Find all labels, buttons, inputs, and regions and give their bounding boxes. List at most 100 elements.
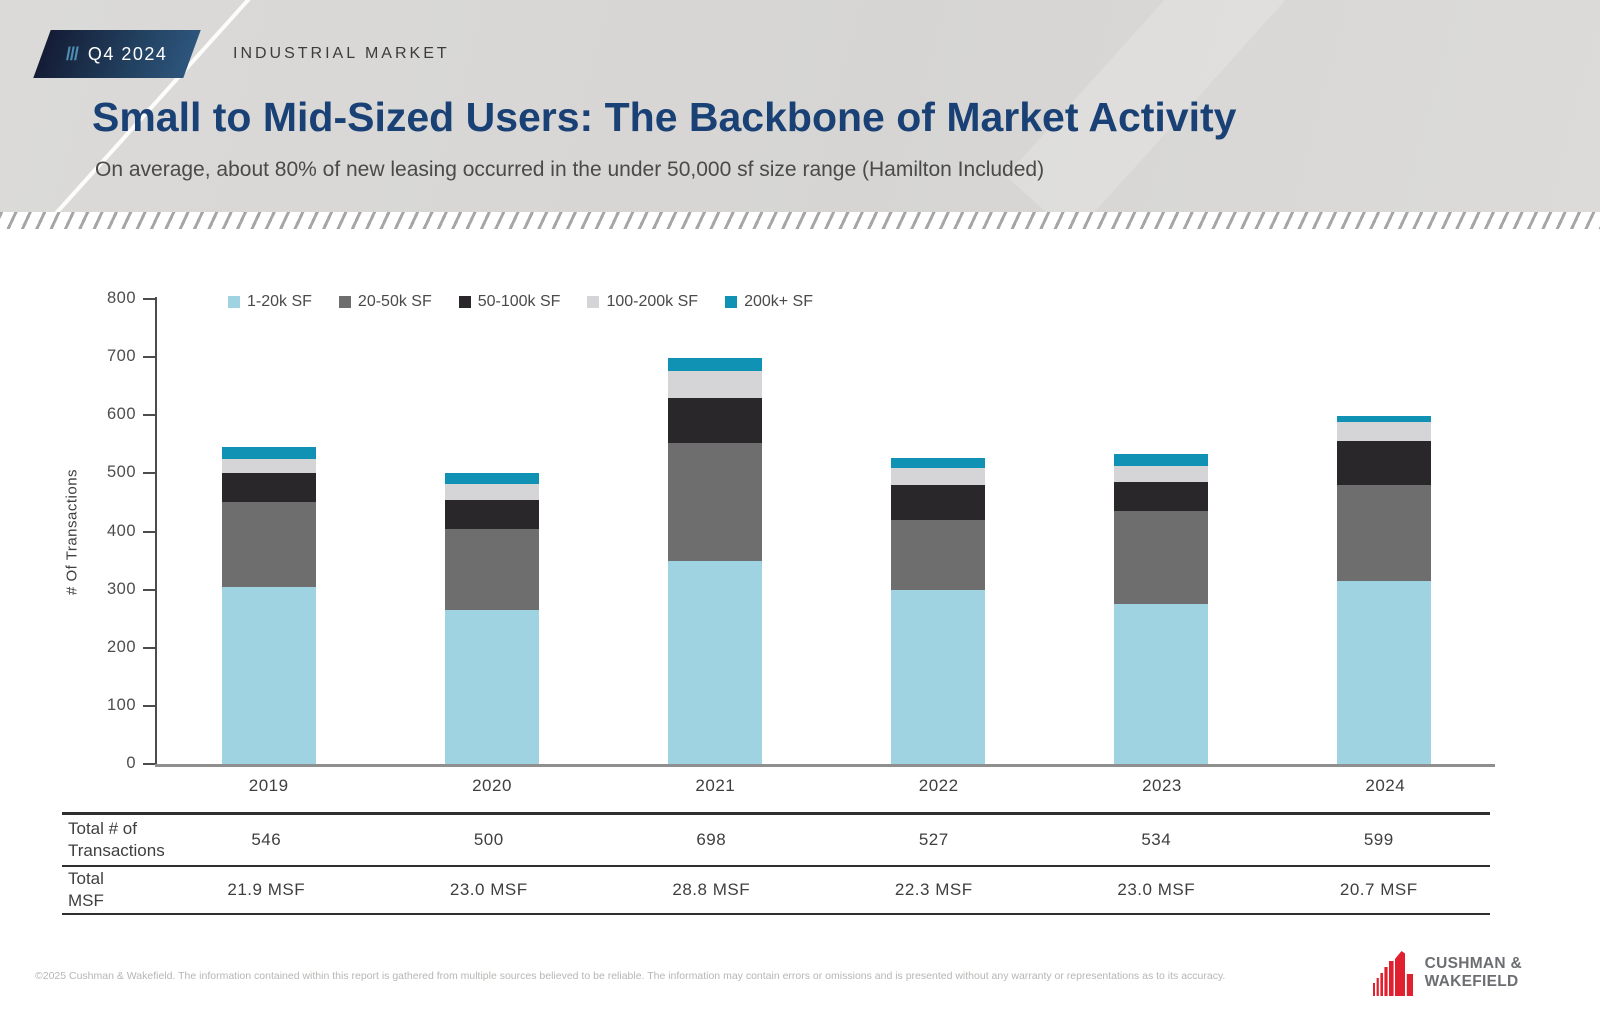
- bar-slot-2021: [603, 299, 826, 764]
- company-logo: CUSHMAN & WAKEFIELD: [1372, 950, 1522, 996]
- y-axis-tick-label: 800: [106, 289, 136, 308]
- table-cell-value: 546: [251, 830, 282, 849]
- page-subtitle: On average, about 80% of new leasing occ…: [95, 158, 1045, 181]
- legend-swatch-icon: [587, 296, 600, 308]
- legend-item-1: 1-20k SF: [228, 293, 312, 311]
- logo-line2: WAKEFIELD: [1424, 973, 1519, 990]
- bar-slot-2020: [380, 299, 603, 764]
- bar-segment: [890, 484, 985, 520]
- legend-item-5: 200k+ SF: [725, 293, 813, 311]
- bar-slot-2023: [1049, 299, 1272, 764]
- y-axis-tick: [143, 472, 155, 475]
- bar-segment: [444, 528, 539, 610]
- page-title: Small to Mid-Sized Users: The Backbone o…: [92, 94, 1237, 140]
- header-band: /// Q4 2024 INDUSTRIAL MARKET Small to Mi…: [0, 0, 1600, 212]
- bar-segment: [1113, 453, 1208, 467]
- legend-swatch-icon: [458, 296, 471, 308]
- stacked-bar-2024: [1336, 415, 1431, 764]
- legend-label: 20-50k SF: [357, 293, 432, 310]
- table-cell-value: 22.3 MSF: [894, 880, 973, 899]
- y-axis-tick-label: 100: [106, 695, 136, 714]
- table-row-label: Total MSF: [62, 868, 155, 912]
- y-axis-tick: [143, 763, 155, 765]
- bar-segment: [667, 358, 762, 372]
- table-row-label-line: Total # of: [68, 818, 137, 838]
- bar-segment: [1336, 580, 1431, 764]
- bar-segment: [1113, 466, 1208, 483]
- bar-segment: [1113, 511, 1208, 605]
- x-axis-label-2022: 2022: [918, 776, 959, 795]
- stacked-bar-2020: [444, 473, 539, 764]
- legend-label: 50-100k SF: [477, 293, 561, 310]
- table-cell-value: 23.0 MSF: [1117, 880, 1196, 899]
- stacked-bar-2023: [1113, 453, 1208, 764]
- x-axis-label-2020: 2020: [472, 776, 512, 795]
- stacked-bar-2022: [890, 457, 985, 764]
- legend-swatch-icon: [228, 296, 240, 308]
- y-axis-line: [155, 297, 157, 764]
- report-kicker: INDUSTRIAL MARKET: [233, 45, 450, 62]
- y-axis-tick: [143, 704, 155, 707]
- bar-segment: [890, 467, 985, 485]
- table-row: Total MSF 21.9 MSF 23.0 MSF 28.8 MSF 22.3 MSF…: [62, 867, 1490, 915]
- bar-segment: [667, 443, 762, 561]
- bar-segment: [1336, 485, 1431, 581]
- y-axis-tick: [143, 298, 155, 300]
- x-axis-label-2021: 2021: [695, 776, 736, 795]
- quarter-badge: /// Q4 2024: [33, 30, 201, 78]
- table-row-label: Total # of Transactions: [62, 818, 165, 862]
- stacked-bar-2021: [667, 358, 762, 764]
- legend-item-4: 100-200k SF: [587, 293, 698, 311]
- x-axis-line: [155, 764, 1495, 767]
- table-cell-value: 23.0 MSF: [449, 880, 528, 899]
- y-axis-tick: [143, 356, 155, 359]
- y-axis-tick: [143, 588, 155, 591]
- cushman-wakefield-logo-icon: [1372, 951, 1413, 996]
- table-row: Total # of Transactions 546 500 698 527 534 599: [62, 815, 1490, 867]
- copyright-disclaimer: ©2025 Cushman & Wakefield. The informati…: [35, 970, 1226, 982]
- y-axis-tick: [143, 414, 155, 417]
- legend-label: 100-200k SF: [606, 293, 699, 310]
- legend-label: 1-20k SF: [247, 293, 312, 310]
- quarter-label: Q4 2024: [88, 43, 168, 64]
- bars-container: [157, 299, 1495, 764]
- y-axis-tick-label: 600: [106, 405, 136, 424]
- x-axis-label-2019: 2019: [248, 776, 289, 795]
- bar-segment: [667, 560, 762, 764]
- y-axis-tick-label: 700: [106, 347, 136, 366]
- y-axis-tick: [143, 646, 155, 649]
- bar-segment: [1336, 440, 1431, 486]
- x-axis-labels: 2019 2020 2021 2022 2023 2024: [157, 776, 1497, 796]
- chart-legend: 1-20k SF 20-50k SF 50-100k SF 100-200k SF 20…: [228, 293, 813, 311]
- hatch-divider: [0, 212, 1600, 229]
- bar-segment: [1336, 421, 1431, 441]
- table-row-label-line: Transactions: [68, 841, 165, 860]
- bar-segment: [890, 457, 985, 468]
- legend-item-2: 20-50k SF: [338, 293, 432, 311]
- y-axis-tick-label: 200: [106, 637, 136, 656]
- x-axis-label-2024: 2024: [1365, 776, 1406, 795]
- table-cell-value: 21.9 MSF: [227, 880, 306, 899]
- table-cell-value: 28.8 MSF: [672, 880, 751, 899]
- table-row-label-line: Total: [68, 868, 104, 888]
- quarter-badge-text: /// Q4 2024: [66, 44, 168, 65]
- y-axis-tick-label: 400: [106, 521, 136, 540]
- bar-segment: [667, 397, 762, 444]
- table-cell-value: 698: [696, 830, 727, 849]
- bar-segment: [444, 473, 539, 484]
- table-cell-value: 527: [918, 830, 949, 849]
- bar-segment: [1336, 415, 1431, 422]
- bar-segment: [444, 499, 539, 529]
- slashes-icon: ///: [66, 43, 79, 64]
- y-axis-tick-label: 0: [126, 754, 136, 773]
- bar-segment: [1113, 604, 1208, 764]
- y-axis-tick-label: 300: [106, 579, 136, 598]
- legend-swatch-icon: [338, 296, 351, 308]
- bar-slot-2022: [826, 299, 1049, 764]
- table-row-label-line: MSF: [68, 891, 104, 910]
- y-axis-tick-label: 500: [106, 463, 136, 482]
- y-axis-title: # Of Transactions: [63, 468, 81, 595]
- bar-slot-2019: [157, 299, 380, 764]
- table-cell-value: 534: [1141, 830, 1172, 849]
